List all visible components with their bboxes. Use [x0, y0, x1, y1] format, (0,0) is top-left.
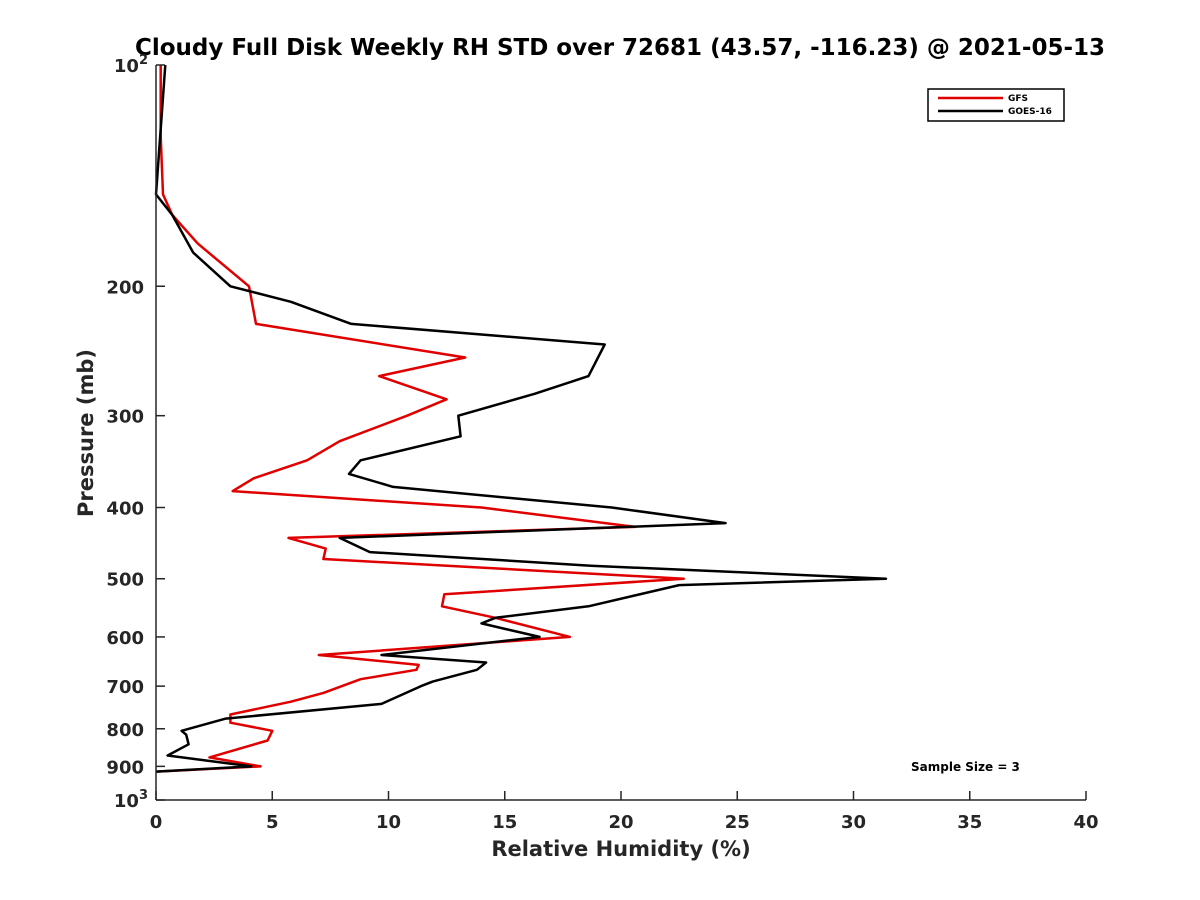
x-tick-label: 35 [957, 812, 982, 833]
legend-box [927, 88, 1065, 122]
y-tick-label: 700 [106, 677, 144, 698]
y-tick-label: 200 [106, 277, 144, 298]
x-tick-label: 5 [266, 812, 279, 833]
y-tick-label: 300 [106, 407, 144, 428]
y-tick-exponent: 2 [139, 53, 148, 68]
sample-size-annotation: Sample Size = 3 [911, 760, 1020, 774]
x-tick-label: 30 [841, 812, 866, 833]
x-tick-label: 40 [1073, 812, 1098, 833]
x-tick-label: 15 [492, 812, 517, 833]
x-tick-label: 0 [150, 812, 163, 833]
legend-label-gfs: GFS [1008, 94, 1028, 104]
y-tick-label: 600 [106, 628, 144, 649]
y-tick-label: 500 [106, 570, 144, 591]
x-tick-label: 20 [608, 812, 633, 833]
y-tick-base: 10 [114, 56, 139, 77]
y-tick-label: 900 [106, 757, 144, 778]
legend: GFS GOES-16 [927, 88, 1065, 122]
series-layer [154, 64, 888, 773]
y-tick-exponent: 3 [139, 788, 148, 803]
y-tick-label: 103 [114, 788, 148, 812]
y-tick-label: 102 [114, 53, 148, 77]
series-line-goes16 [154, 64, 888, 773]
y-tick-label: 400 [106, 499, 144, 520]
series-line-gfs [155, 65, 686, 773]
legend-label-goes16: GOES-16 [1008, 107, 1052, 117]
x-ticks: 0 5 10 15 20 25 30 35 40 [150, 791, 1099, 833]
x-tick-label: 25 [725, 812, 750, 833]
y-tick-base: 10 [114, 791, 139, 812]
chart-title: Cloudy Full Disk Weekly RH STD over 7268… [135, 35, 1105, 61]
y-tick-label: 800 [106, 720, 144, 741]
y-axis-label: Pressure (mb) [74, 349, 98, 517]
x-axis-label: Relative Humidity (%) [491, 837, 750, 861]
x-tick-label: 10 [376, 812, 401, 833]
